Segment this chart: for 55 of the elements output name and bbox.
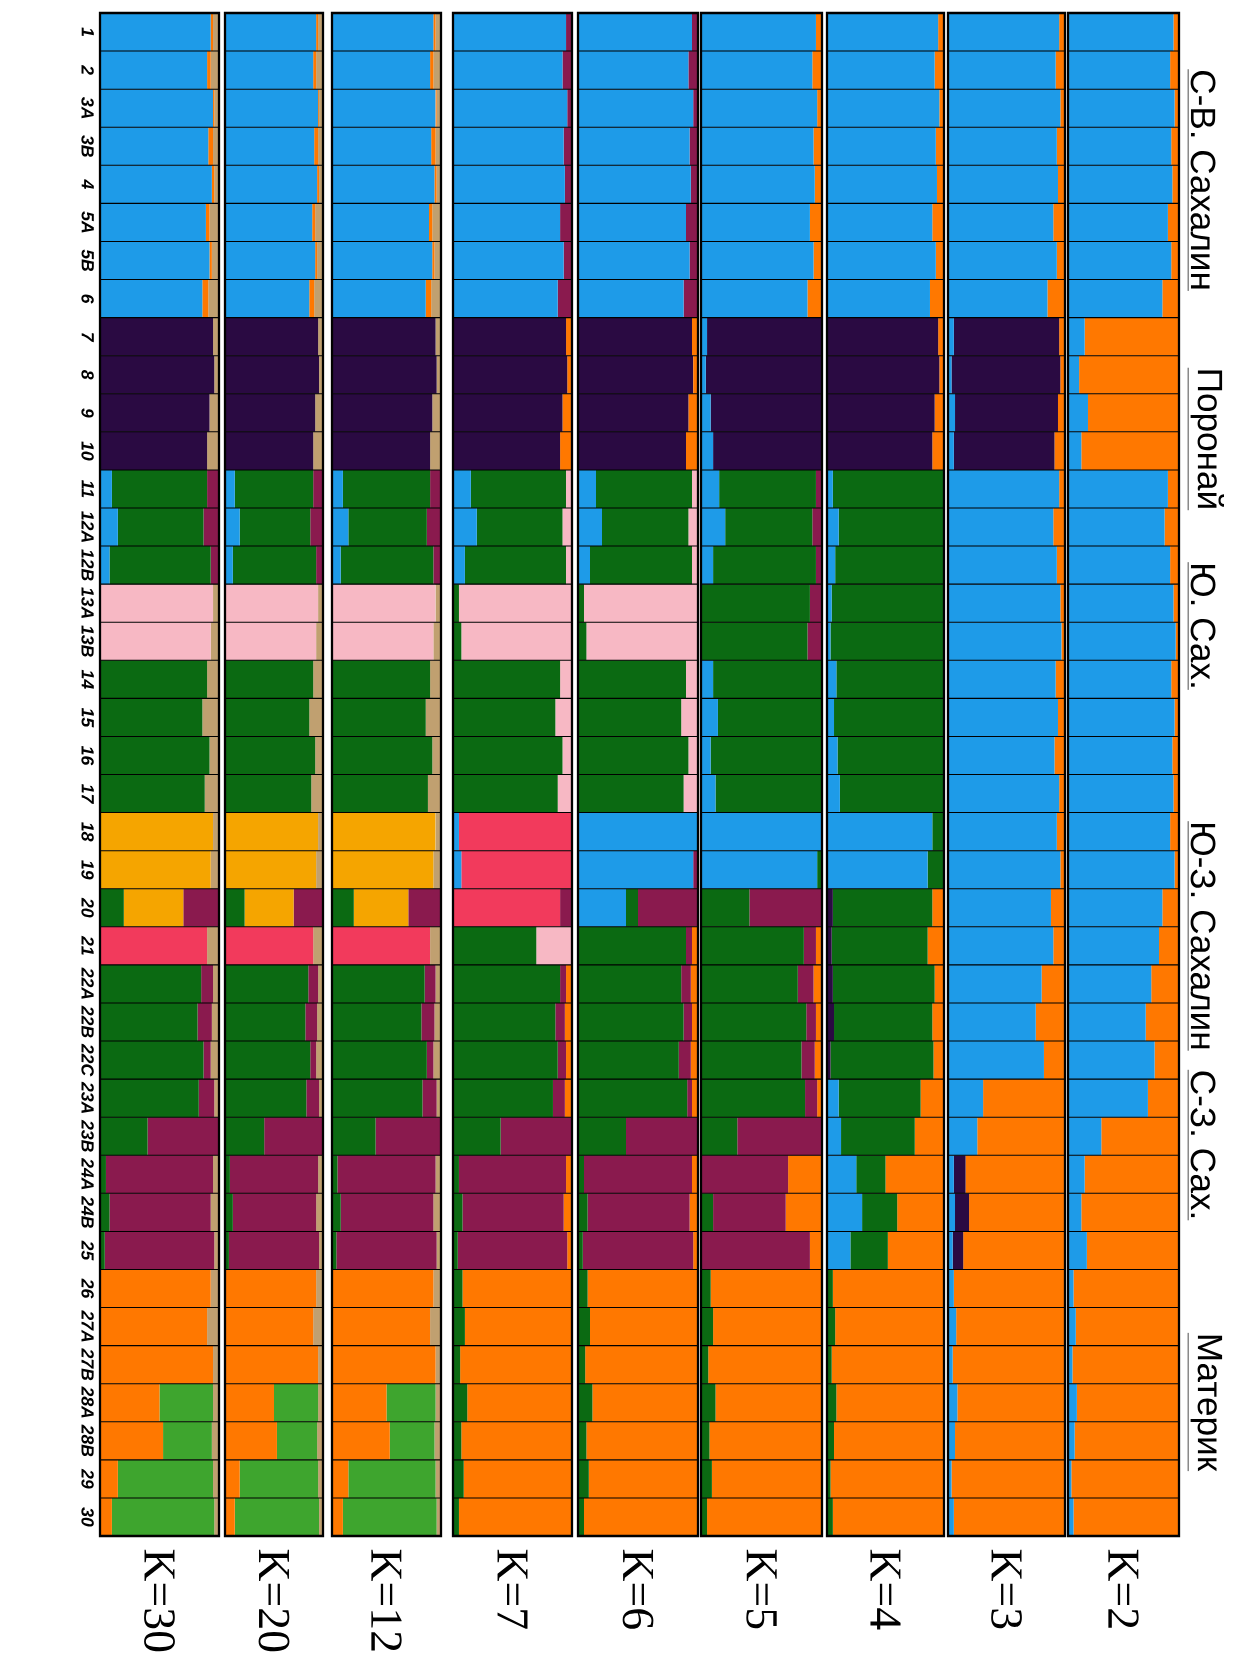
y-tick-label: 17 (81, 784, 94, 805)
text: Поронай (1190, 370, 1224, 508)
text: K=20 (258, 1549, 290, 1652)
y-tick-label: 22B (81, 1005, 94, 1038)
text: K=3 (991, 1549, 1022, 1629)
y-tick-label: 11 (81, 480, 94, 498)
text: K=6 (622, 1549, 654, 1629)
text: K=30 (144, 1549, 175, 1652)
text: K=12 (371, 1549, 402, 1651)
y-tick-label: 24B (81, 1195, 94, 1228)
y-tick-label: 27A (81, 1310, 94, 1342)
y-tick-label: 1 (81, 27, 94, 37)
y-tick-label: 13B (81, 625, 94, 657)
y-tick-label: 28B (81, 1424, 94, 1457)
y-tick-label: 29 (81, 1468, 94, 1489)
y-tick-label: 22C (81, 1043, 94, 1077)
y-tick-label: 13A (81, 587, 94, 619)
y-tick-label: 9 (81, 408, 94, 418)
y-tick-label: 21 (81, 935, 94, 955)
text: K=7 (497, 1549, 528, 1629)
y-tick-label: 2 (81, 64, 94, 75)
text: С-В. Сахалин (1190, 71, 1216, 289)
y-tick-label: 6 (81, 294, 94, 304)
y-tick-label: 16 (81, 745, 94, 766)
y-tick-label: 5B (81, 249, 94, 272)
y-tick-label: 27B (81, 1348, 94, 1381)
y-tick-label: 18 (81, 822, 94, 842)
text: K=5 (746, 1549, 777, 1629)
y-tick-label: 8 (81, 370, 94, 380)
y-tick-label: 10 (81, 441, 94, 461)
y-tick-label: 12B (81, 549, 94, 581)
text: Ю. Сах. (1190, 565, 1216, 687)
text: С-З. Сах. (1190, 1071, 1216, 1218)
y-tick-label: 28A (81, 1386, 94, 1418)
y-tick-label: 25 (81, 1240, 94, 1261)
text: K=2 (1108, 1549, 1139, 1628)
y-tick-label: 26 (81, 1278, 94, 1299)
y-tick-label: 23A (81, 1081, 94, 1114)
y-tick-label: 15 (81, 707, 94, 728)
y-tick-label: 30 (81, 1507, 94, 1527)
text: Ю-З. Сахалин (1190, 824, 1216, 1049)
y-tick-label: 4 (81, 179, 94, 189)
text: K=4 (870, 1549, 901, 1630)
y-tick-label: 22A (81, 967, 94, 999)
y-tick-label: 23B (81, 1119, 94, 1152)
y-tick-label: 3A (81, 97, 94, 119)
y-tick-label: 20 (81, 897, 94, 918)
y-tick-label: 19 (81, 860, 94, 880)
y-tick-label: 5A (81, 211, 94, 233)
y-tick-label: 3B (81, 135, 94, 157)
y-tick-label: 24A (81, 1157, 94, 1190)
y-tick-label: 7 (81, 333, 94, 343)
text: Материк (1190, 1335, 1223, 1472)
y-tick-label: 12A (81, 511, 94, 542)
y-tick-label: 14 (81, 669, 94, 689)
